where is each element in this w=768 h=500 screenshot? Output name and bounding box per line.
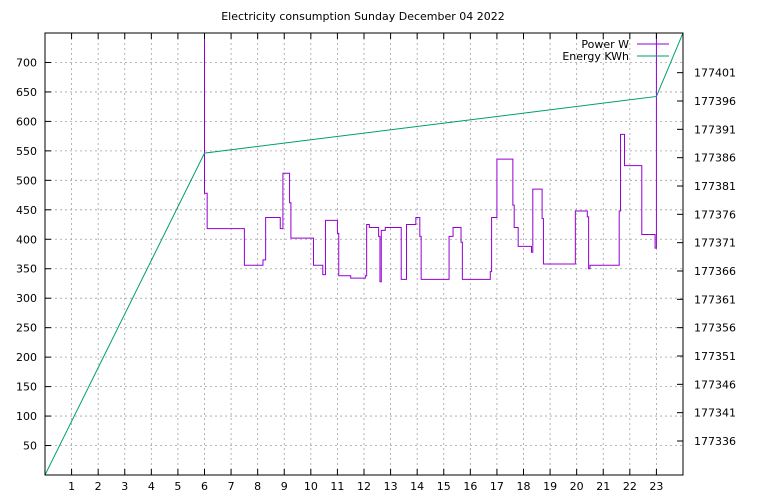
y2-tick-label: 177366 xyxy=(694,265,736,278)
x-tick-label: 5 xyxy=(174,480,181,493)
y2-tick-label: 177336 xyxy=(694,435,736,448)
y-tick-label: 450 xyxy=(16,204,37,217)
y-tick-label: 250 xyxy=(16,322,37,335)
x-tick-label: 17 xyxy=(490,480,504,493)
y2-tick-label: 177346 xyxy=(694,378,736,391)
x-tick-label: 7 xyxy=(228,480,235,493)
x-tick-label: 4 xyxy=(148,480,155,493)
x-tick-label: 9 xyxy=(281,480,288,493)
y2-tick-label: 177391 xyxy=(694,123,736,136)
x-tick-label: 2 xyxy=(95,480,102,493)
axes: 1 2 3 4 5 6 7 8 9 10 11 12 13 14 15 16 17 18 19 20 21 22 23501… xyxy=(16,33,736,493)
x-tick-label: 10 xyxy=(304,480,318,493)
legend-label: Energy KWh xyxy=(562,50,629,63)
x-tick-label: 19 xyxy=(543,480,557,493)
y2-tick-label: 177341 xyxy=(694,407,736,420)
y2-tick-label: 177401 xyxy=(694,67,736,80)
y2-tick-label: 177351 xyxy=(694,350,736,363)
x-tick-label: 15 xyxy=(437,480,451,493)
y-tick-label: 700 xyxy=(16,56,37,69)
y-tick-label: 350 xyxy=(16,263,37,276)
x-tick-label: 16 xyxy=(463,480,477,493)
x-tick-label: 22 xyxy=(623,480,637,493)
y-tick-label: 600 xyxy=(16,115,37,128)
x-tick-label: 21 xyxy=(596,480,610,493)
y-tick-label: 300 xyxy=(16,292,37,305)
y2-tick-label: 177356 xyxy=(694,322,736,335)
x-tick-label: 18 xyxy=(517,480,531,493)
y2-tick-label: 177361 xyxy=(694,293,736,306)
series-line-energy-kwh xyxy=(45,33,683,475)
x-tick-label: 13 xyxy=(384,480,398,493)
y2-tick-label: 177371 xyxy=(694,237,736,250)
x-tick-label: 6 xyxy=(201,480,208,493)
y2-tick-label: 177381 xyxy=(694,180,736,193)
y-tick-label: 150 xyxy=(16,381,37,394)
series-line-power-w xyxy=(204,33,657,283)
y-tick-label: 650 xyxy=(16,86,37,99)
x-tick-label: 14 xyxy=(410,480,424,493)
y2-tick-label: 177376 xyxy=(694,208,736,221)
x-tick-label: 3 xyxy=(121,480,128,493)
y-tick-label: 550 xyxy=(16,145,37,158)
legend-label: Power W xyxy=(581,38,629,51)
x-tick-label: 11 xyxy=(330,480,344,493)
y2-tick-label: 177396 xyxy=(694,95,736,108)
grid xyxy=(45,33,683,475)
y-tick-label: 200 xyxy=(16,351,37,364)
x-tick-label: 1 xyxy=(68,480,75,493)
y-tick-label: 50 xyxy=(23,440,37,453)
y-tick-label: 500 xyxy=(16,174,37,187)
x-tick-label: 23 xyxy=(649,480,663,493)
series-group xyxy=(45,33,683,475)
x-tick-label: 20 xyxy=(570,480,584,493)
y2-tick-label: 177386 xyxy=(694,152,736,165)
chart-title: Electricity consumption Sunday December … xyxy=(221,10,505,23)
x-tick-label: 12 xyxy=(357,480,371,493)
y-tick-label: 100 xyxy=(16,410,37,423)
y-tick-label: 400 xyxy=(16,233,37,246)
x-tick-label: 8 xyxy=(254,480,261,493)
